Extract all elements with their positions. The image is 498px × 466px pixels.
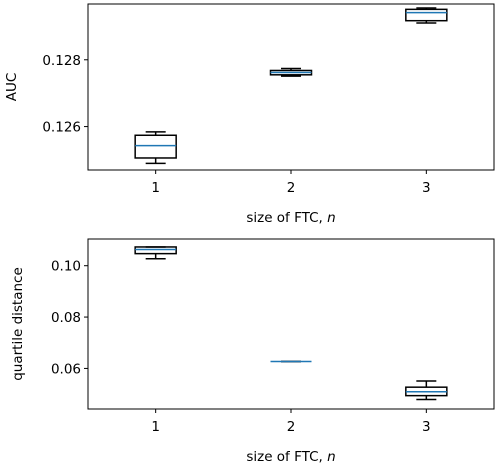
quartile-x-axis-label-var: n [327, 449, 336, 465]
auc-x-tick-label: 1 [151, 180, 160, 196]
box-iqr [134, 134, 177, 159]
quartile-y-tick-label: 0.06 [51, 361, 81, 377]
auc-box-2 [269, 67, 313, 77]
auc-x-axis-label-var: n [327, 210, 336, 226]
quartile-x-tick-label: 3 [422, 419, 431, 435]
box-iqr [405, 8, 448, 22]
quartile-x-tick-label: 2 [287, 419, 296, 435]
auc-x-axis-label-text: size of FTC, [246, 210, 327, 226]
quartile-boxes [134, 246, 448, 401]
quartile-x-ticks: 1 2 3 [151, 409, 431, 435]
auc-box-1 [134, 131, 177, 165]
auc-x-axis-label: size of FTC, n [246, 210, 335, 226]
quartile-y-tick-label: 0.10 [51, 259, 81, 275]
quartile-y-tick-label: 0.08 [51, 310, 81, 326]
auc-y-tick-label: 0.128 [42, 53, 81, 69]
auc-boxplot: 0.126 0.128 1 2 3 AUC size of FTC, n [4, 3, 495, 226]
auc-boxes [134, 7, 448, 165]
auc-y-ticks: 0.126 0.128 [42, 53, 88, 136]
auc-y-tick-label: 0.126 [42, 120, 81, 136]
auc-box-3 [405, 7, 448, 24]
box-iqr [134, 246, 177, 255]
auc-x-tick-label: 3 [422, 180, 431, 196]
quartile-x-tick-label: 1 [151, 419, 160, 435]
quartile-y-ticks: 0.06 0.08 0.10 [51, 259, 88, 377]
quartile-x-axis-label: size of FTC, n [246, 449, 335, 465]
quartile-box-3 [405, 380, 448, 401]
quartile-axes-frame [87, 238, 495, 410]
auc-x-ticks: 1 2 3 [151, 170, 431, 196]
quartile-distance-boxplot: 0.06 0.08 0.10 1 2 3 quartile distance size … [10, 238, 495, 465]
auc-x-tick-label: 2 [287, 180, 296, 196]
quartile-y-axis-label: quartile distance [10, 267, 26, 381]
auc-y-axis-label: AUC [4, 73, 20, 102]
quartile-x-axis-label-text: size of FTC, [246, 449, 327, 465]
quartile-box-1 [134, 246, 177, 260]
